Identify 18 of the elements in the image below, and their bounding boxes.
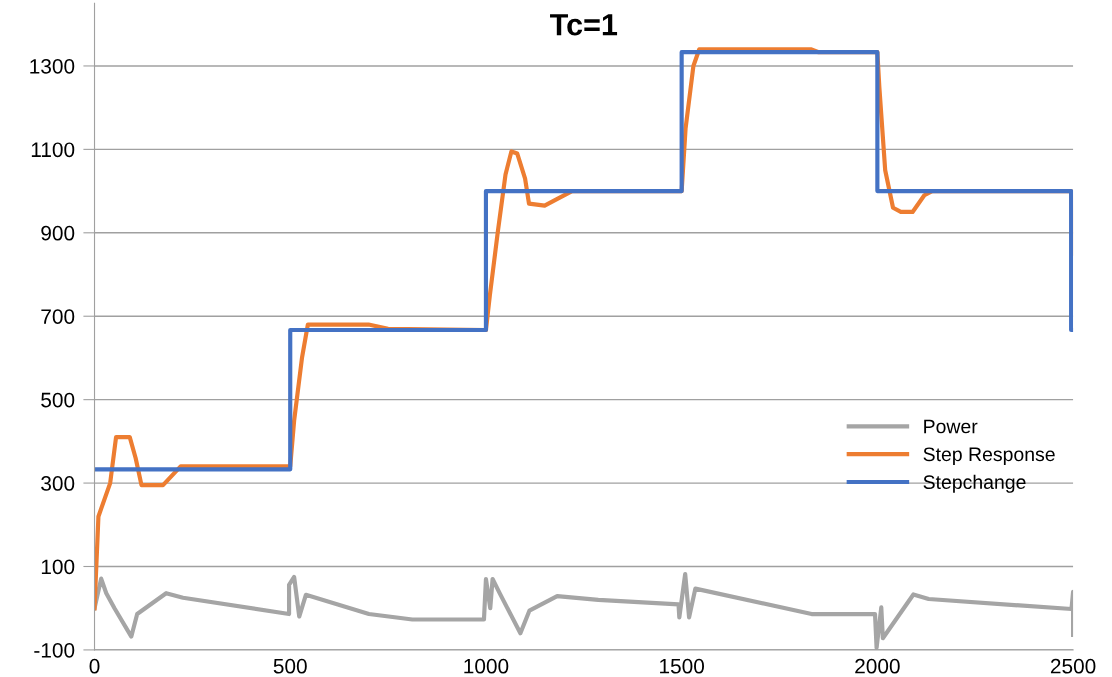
legend-label: Step Response xyxy=(923,447,1055,466)
y-tick-label: 500 xyxy=(41,392,75,408)
x-tick-label: 0 xyxy=(89,658,100,674)
x-tick-label: 500 xyxy=(273,658,307,674)
chart-title: Tc=1 xyxy=(550,14,618,36)
y-tick-label: -100 xyxy=(34,642,75,658)
x-tick-label: 2500 xyxy=(1050,658,1096,674)
y-tick-label: 900 xyxy=(41,225,75,241)
y-tick-label: 700 xyxy=(41,309,75,324)
y-tick-label: 1100 xyxy=(31,142,75,158)
y-tick-label: 1300 xyxy=(30,58,75,74)
y-tick-label: 100 xyxy=(41,559,75,575)
x-tick-label: 2000 xyxy=(855,658,900,674)
legend-label: Stepchange xyxy=(923,474,1026,493)
x-tick-label: 1500 xyxy=(660,658,705,674)
legend-label: Power xyxy=(924,419,978,434)
x-tick-label: 1000 xyxy=(464,658,509,674)
y-tick-label: 300 xyxy=(41,476,75,491)
